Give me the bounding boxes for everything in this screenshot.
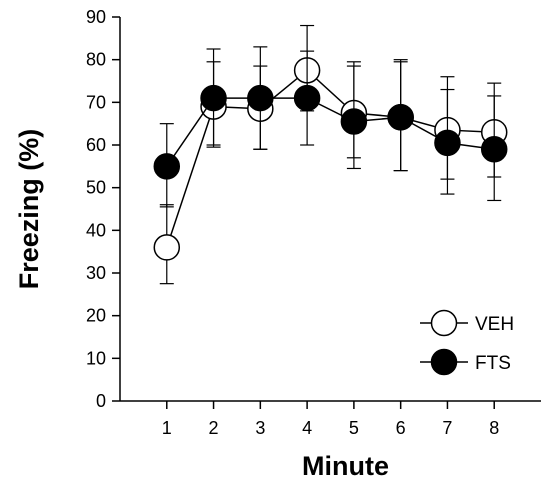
y-tick-label: 60: [86, 135, 106, 155]
y-axis-title: Freezing (%): [14, 129, 44, 290]
y-tick-label: 50: [86, 178, 106, 198]
legend-marker-veh: [430, 309, 458, 337]
data-point-veh: [153, 234, 181, 261]
x-tick-label: 8: [489, 418, 499, 438]
series-veh: [153, 24, 508, 285]
axes: [119, 17, 541, 402]
data-point-fts: [340, 108, 368, 135]
legend-label-fts: FTS: [475, 353, 511, 374]
data-point-fts: [200, 84, 227, 112]
y-tick-label: 40: [86, 220, 106, 240]
x-tick-label: 7: [442, 418, 452, 438]
y-tick-label: 90: [86, 7, 106, 27]
x-axis-title: Minute: [302, 451, 389, 481]
y-tick-label: 20: [86, 306, 106, 326]
y-tick-label: 30: [86, 263, 106, 283]
x-tick-label: 1: [162, 418, 172, 438]
legend: VEH FTS: [420, 309, 514, 376]
data-point-fts: [293, 84, 321, 112]
series-fts: [153, 46, 508, 208]
x-tick-label: 5: [349, 418, 359, 438]
y-tick-label: 70: [86, 92, 106, 112]
legend-marker-fts: [430, 348, 458, 376]
x-tick-label: 4: [302, 418, 312, 438]
x-tick-label: 6: [396, 418, 406, 438]
x-tick-label: 2: [209, 418, 219, 438]
x-tick-label: 3: [255, 418, 265, 438]
series-layer: [153, 24, 508, 285]
y-tick-label: 10: [86, 348, 106, 368]
data-point-fts: [153, 153, 181, 180]
y-tick-label: 80: [86, 50, 106, 70]
y-axis-ticks: 0 10 20 30 40 50 60 70 80 90: [86, 7, 120, 411]
data-point-fts: [247, 84, 274, 112]
data-point-fts: [434, 129, 461, 157]
legend-label-veh: VEH: [475, 314, 514, 335]
x-axis-ticks: 1 2 3 4 5 6 7 8: [162, 401, 499, 438]
y-tick-label: 0: [96, 391, 106, 411]
data-point-fts: [387, 104, 414, 131]
data-point-fts: [480, 136, 508, 163]
